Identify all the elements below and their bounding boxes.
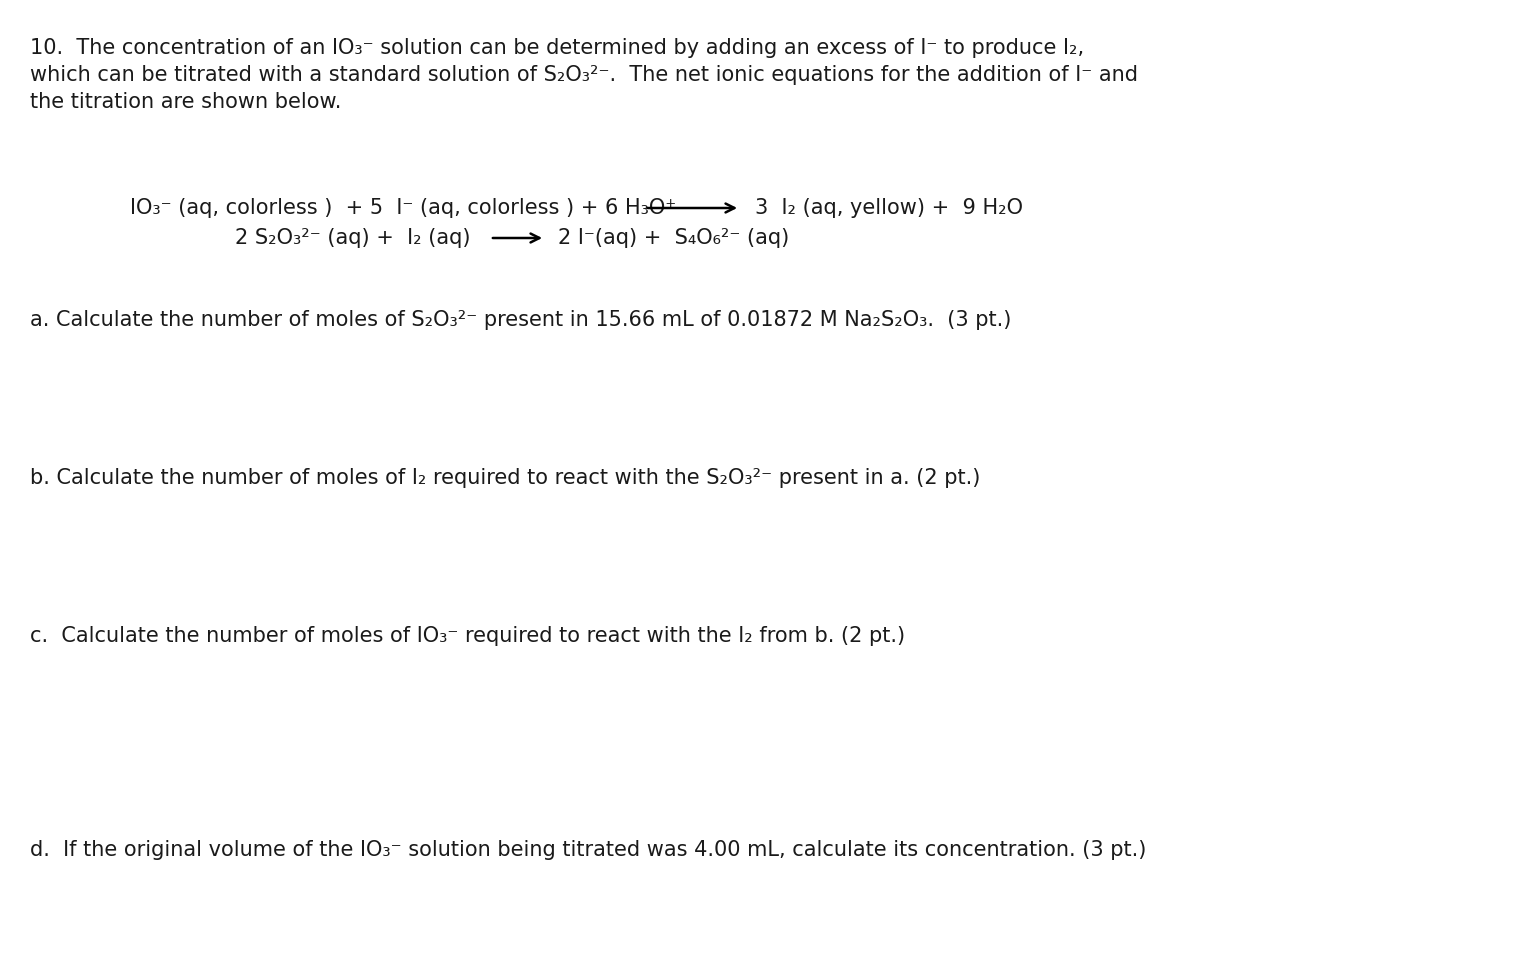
Text: 2 S₂O₃²⁻ (aq) +  I₂ (aq): 2 S₂O₃²⁻ (aq) + I₂ (aq)	[235, 228, 471, 248]
Text: IO₃⁻ (aq, colorless )  + 5  I⁻ (aq, colorless ) + 6 H₃O⁺: IO₃⁻ (aq, colorless ) + 5 I⁻ (aq, colorl…	[130, 198, 676, 218]
Text: which can be titrated with a standard solution of S₂O₃²⁻.  The net ionic equatio: which can be titrated with a standard so…	[30, 65, 1138, 85]
Text: 2 I⁻(aq) +  S₄O₆²⁻ (aq): 2 I⁻(aq) + S₄O₆²⁻ (aq)	[558, 228, 790, 248]
Text: a. Calculate the number of moles of S₂O₃²⁻ present in 15.66 mL of 0.01872 M Na₂S: a. Calculate the number of moles of S₂O₃…	[30, 310, 1011, 330]
Text: the titration are shown below.: the titration are shown below.	[30, 92, 342, 112]
Text: c.  Calculate the number of moles of IO₃⁻ required to react with the I₂ from b. : c. Calculate the number of moles of IO₃⁻…	[30, 626, 906, 646]
Text: b. Calculate the number of moles of I₂ required to react with the S₂O₃²⁻ present: b. Calculate the number of moles of I₂ r…	[30, 468, 981, 488]
Text: d.  If the original volume of the IO₃⁻ solution being titrated was 4.00 mL, calc: d. If the original volume of the IO₃⁻ so…	[30, 840, 1147, 860]
Text: 3  I₂ (aq, yellow) +  9 H₂O: 3 I₂ (aq, yellow) + 9 H₂O	[755, 198, 1023, 218]
Text: 10.  The concentration of an IO₃⁻ solution can be determined by adding an excess: 10. The concentration of an IO₃⁻ solutio…	[30, 38, 1084, 58]
